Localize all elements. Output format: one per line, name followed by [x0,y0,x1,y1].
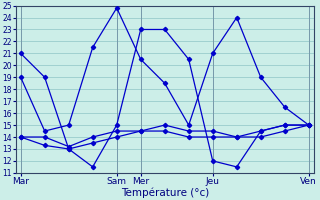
X-axis label: Température (°c): Température (°c) [121,187,209,198]
